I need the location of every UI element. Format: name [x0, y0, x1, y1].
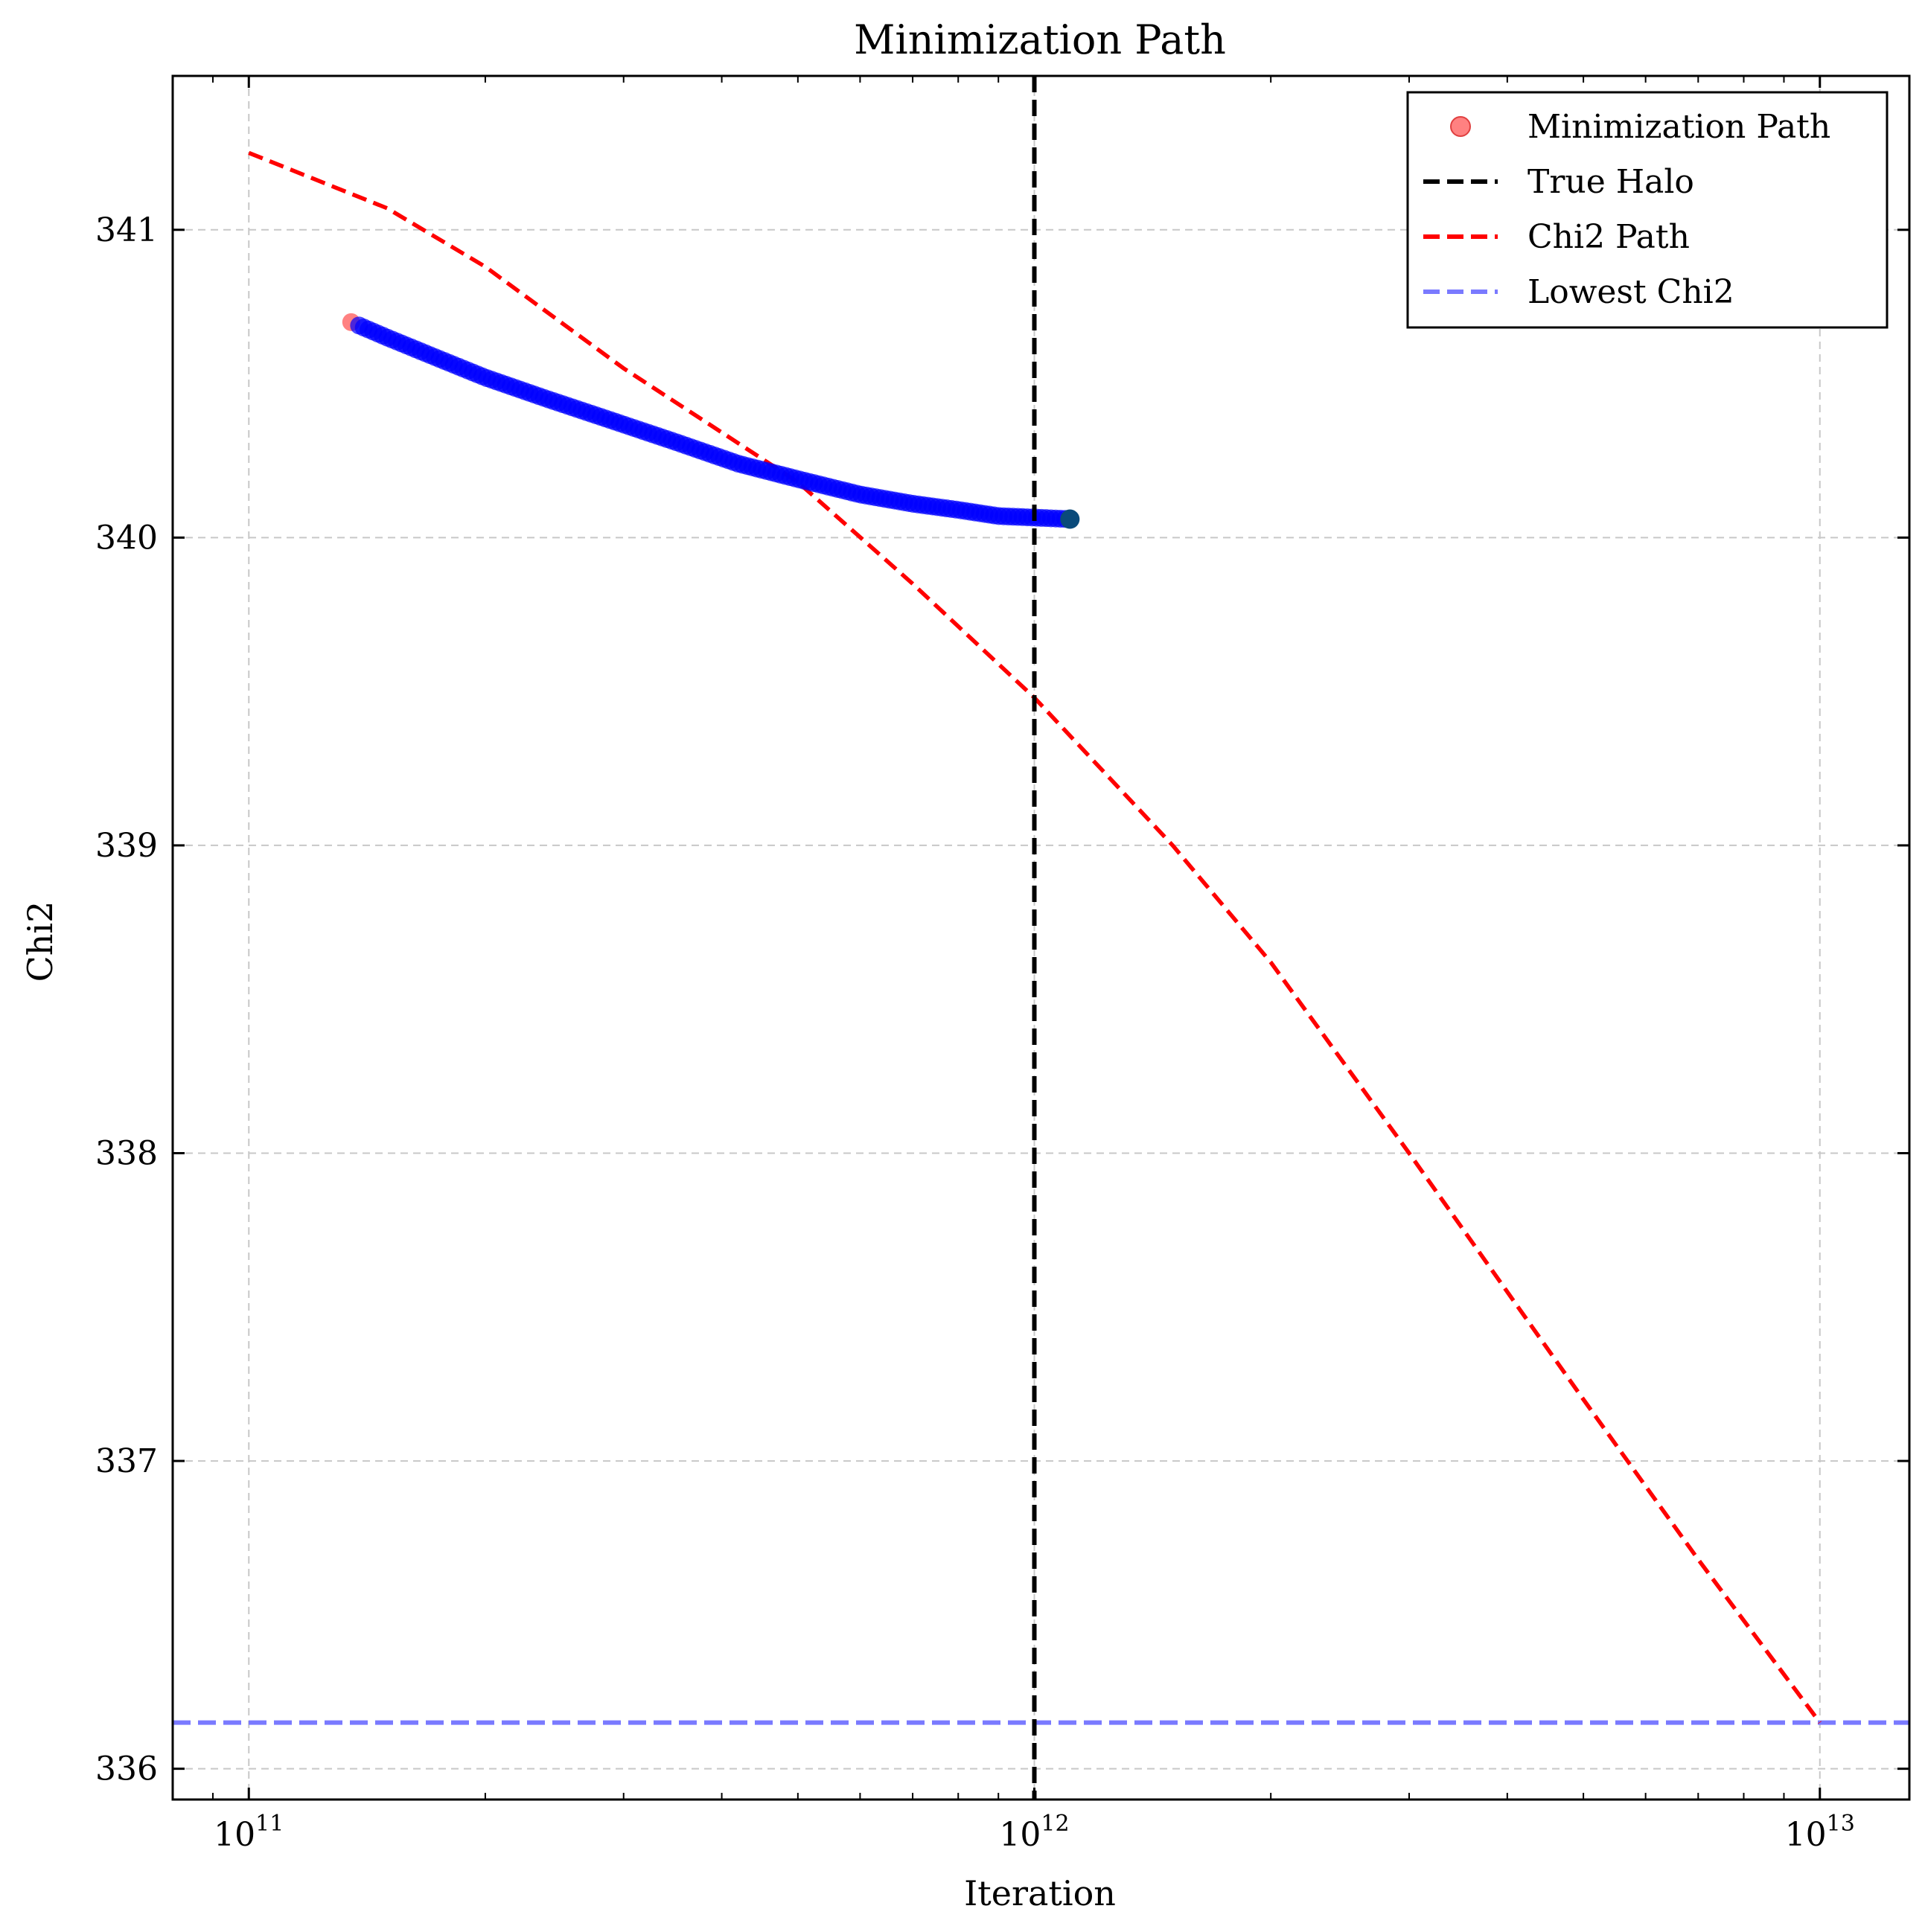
y-tick-label: 337 [95, 1442, 158, 1480]
legend-label: Lowest Chi2 [1527, 273, 1734, 311]
legend-label: True Halo [1527, 163, 1694, 201]
tick-marks [172, 76, 1909, 1800]
minimization-path-point [1060, 509, 1080, 529]
chart-title: Minimization Path [854, 16, 1226, 63]
legend: Minimization Path True Halo Chi2 Path Lowes… [1406, 91, 1889, 329]
plot-frame [171, 74, 1911, 1801]
x-tick-label: 1012 [999, 1811, 1069, 1854]
tick-labels: 336 337 338 339 340 341 1011 1012 1013 [95, 211, 1855, 1854]
y-tick-label: 339 [95, 827, 158, 865]
axes [171, 74, 1911, 1801]
plot-data [173, 76, 1909, 1800]
x-tick-label: 1013 [1785, 1811, 1855, 1854]
y-tick-label: 340 [95, 519, 158, 557]
legend-label: Minimization Path [1527, 108, 1830, 146]
y-tick-label: 341 [95, 211, 158, 249]
y-axis-label: Chi2 [20, 901, 60, 982]
x-axis-label: Iteration [964, 1873, 1116, 1913]
legend-label: Chi2 Path [1527, 218, 1690, 256]
y-tick-label: 336 [95, 1750, 158, 1788]
legend-marker [1450, 116, 1471, 137]
x-tick-label: 1011 [214, 1811, 284, 1854]
y-tick-label: 338 [95, 1135, 158, 1173]
legend-box [1406, 91, 1889, 329]
